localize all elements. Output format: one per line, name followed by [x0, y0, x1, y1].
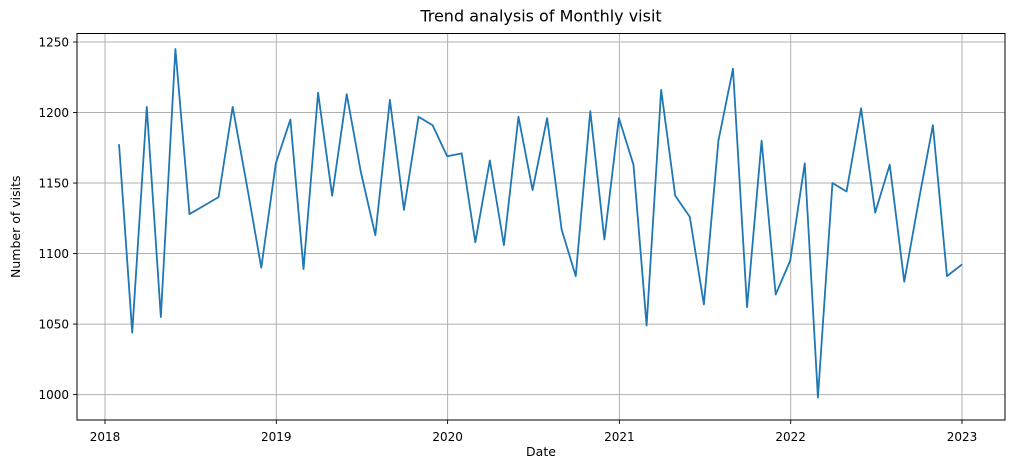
tick-layer: 1000 1050 1100 1150 1200 1250 2018 2019 2020 2021…	[38, 36, 977, 445]
y-tick-label: 1250	[38, 36, 69, 50]
grid-layer	[77, 33, 1005, 420]
x-tick-label: 2020	[432, 430, 463, 444]
y-tick-label: 1150	[38, 177, 69, 191]
y-axis-label: Number of visits	[8, 176, 23, 278]
y-tick-label: 1000	[38, 388, 69, 402]
x-tick-label: 2023	[947, 430, 978, 444]
y-tick-label: 1050	[38, 318, 69, 332]
y-tick-label: 1100	[38, 247, 69, 261]
axes-spines	[76, 33, 1006, 421]
chart-title: Trend analysis of Monthly visit	[419, 7, 661, 26]
y-tick-label: 1200	[38, 106, 69, 120]
x-tick-label: 2021	[604, 430, 635, 444]
data-layer	[118, 48, 963, 399]
x-tick-label: 2019	[261, 430, 292, 444]
x-axis-label: Date	[526, 444, 556, 459]
x-tick-label: 2022	[775, 430, 806, 444]
plot-border	[76, 33, 1006, 421]
x-tick-label: 2018	[90, 430, 121, 444]
visits-data-line	[118, 48, 963, 399]
